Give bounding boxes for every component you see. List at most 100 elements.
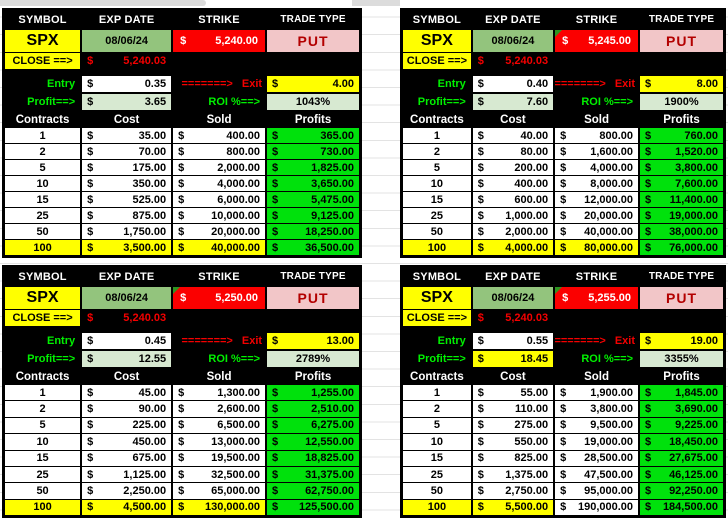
cell-sold[interactable]: $ 32,500.00: [173, 466, 266, 483]
col-header-cost[interactable]: Cost: [500, 370, 526, 383]
cell-sold[interactable]: $ 19,000.00: [555, 434, 639, 450]
cell-contracts[interactable]: 10: [5, 176, 81, 191]
cell-profits[interactable]: $ 76,000.00: [640, 240, 723, 255]
cell-sold[interactable]: $ 13,000.00: [173, 434, 266, 450]
col-header-profits[interactable]: Profits: [663, 113, 700, 126]
col-header-profits[interactable]: Profits: [663, 370, 700, 383]
col-header-sold[interactable]: Sold: [206, 113, 232, 126]
cell-sold[interactable]: $ 19,500.00: [173, 450, 266, 466]
cell-profits[interactable]: $ 2,510.00: [267, 401, 359, 417]
exit-value-cell[interactable]: $ 13.00: [267, 333, 359, 349]
header-exp-date-cell[interactable]: EXP DATE: [98, 270, 155, 283]
cell-profits[interactable]: $ 9,225.00: [640, 417, 723, 434]
header-trade-type-cell[interactable]: TRADE TYPE: [648, 271, 715, 282]
cell-profits[interactable]: $ 36,500.00: [267, 240, 359, 255]
cell-profits[interactable]: $ 46,125.00: [640, 466, 723, 483]
cell-profits[interactable]: $ 18,450.00: [640, 434, 723, 450]
cell-sold[interactable]: $ 95,000.00: [555, 483, 639, 499]
cell-profits[interactable]: $ 760.00: [640, 128, 723, 143]
roi-value-cell[interactable]: 3355%: [640, 351, 723, 367]
col-header-sold[interactable]: Sold: [206, 370, 232, 383]
cell-cost[interactable]: $ 1,125.00: [82, 466, 172, 483]
cell-contracts[interactable]: 15: [403, 450, 471, 466]
col-header-contracts[interactable]: Contracts: [15, 113, 70, 126]
cell-sold[interactable]: $ 1,300.00: [173, 385, 266, 401]
cell-profits[interactable]: $ 27,675.00: [640, 450, 723, 466]
symbol-value-cell[interactable]: SPX: [5, 287, 81, 309]
header-exp-date-cell[interactable]: EXP DATE: [98, 13, 155, 26]
cell-profits[interactable]: $ 730.00: [267, 144, 359, 159]
cell-contracts[interactable]: 15: [403, 192, 471, 207]
cell-sold[interactable]: $ 9,500.00: [555, 417, 639, 434]
cell-cost[interactable]: $ 675.00: [82, 450, 172, 466]
exp-date-value-cell[interactable]: 08/06/24: [472, 287, 554, 309]
entry-value-cell[interactable]: $ 0.40: [472, 76, 554, 92]
cell-profits[interactable]: $ 3,650.00: [267, 176, 359, 191]
cell-sold[interactable]: $ 8,000.00: [555, 176, 639, 191]
cell-contracts[interactable]: 1: [403, 385, 471, 401]
trade-type-value-cell[interactable]: PUT: [267, 30, 359, 52]
cell-profits[interactable]: $ 1,520.00: [640, 144, 723, 159]
cell-contracts[interactable]: 2: [5, 144, 81, 159]
entry-value-cell[interactable]: $ 0.35: [82, 76, 172, 92]
cell-contracts[interactable]: 5: [5, 160, 81, 175]
cell-cost[interactable]: $ 80.00: [472, 144, 554, 159]
cell-cost[interactable]: $ 175.00: [82, 160, 172, 175]
close-value-cell[interactable]: $ 5,240.03: [82, 53, 171, 69]
cell-cost[interactable]: $ 2,750.00: [472, 483, 554, 499]
cell-sold[interactable]: $ 190,000.00: [555, 499, 639, 515]
cell-cost[interactable]: $ 40.00: [472, 128, 554, 143]
cell-contracts[interactable]: 10: [403, 434, 471, 450]
header-trade-type-cell[interactable]: TRADE TYPE: [648, 14, 715, 25]
cell-sold[interactable]: $ 20,000.00: [173, 224, 266, 239]
cell-profits[interactable]: $ 125,500.00: [267, 499, 359, 515]
header-strike-cell[interactable]: STRIKE: [575, 13, 618, 26]
cell-profits[interactable]: $ 62,750.00: [267, 483, 359, 499]
header-symbol-cell[interactable]: SYMBOL: [412, 13, 462, 26]
cell-contracts[interactable]: 2: [403, 144, 471, 159]
cell-sold[interactable]: $ 1,900.00: [555, 385, 639, 401]
symbol-value-cell[interactable]: SPX: [5, 30, 81, 52]
strike-value-cell[interactable]: $ 5,245.00: [555, 30, 639, 52]
cell-contracts[interactable]: 50: [403, 483, 471, 499]
roi-value-cell[interactable]: 2789%: [267, 351, 359, 367]
cell-contracts[interactable]: 50: [5, 224, 81, 239]
cell-sold[interactable]: $ 3,800.00: [555, 401, 639, 417]
cell-sold[interactable]: $ 40,000.00: [555, 224, 639, 239]
exp-date-value-cell[interactable]: 08/06/24: [82, 287, 172, 309]
strike-value-cell[interactable]: $ 5,240.00: [173, 30, 266, 52]
cell-contracts[interactable]: 5: [403, 417, 471, 434]
cell-cost[interactable]: $ 110.00: [472, 401, 554, 417]
cell-cost[interactable]: $ 1,000.00: [472, 208, 554, 223]
cell-profits[interactable]: $ 18,250.00: [267, 224, 359, 239]
cell-contracts[interactable]: 2: [403, 401, 471, 417]
cell-sold[interactable]: $ 1,600.00: [555, 144, 639, 159]
header-symbol-cell[interactable]: SYMBOL: [18, 13, 67, 26]
cell-contracts[interactable]: 15: [5, 450, 81, 466]
cell-profits[interactable]: $ 18,825.00: [267, 450, 359, 466]
cell-cost[interactable]: $ 4,000.00: [472, 240, 554, 255]
cell-contracts[interactable]: 1: [5, 128, 81, 143]
roi-value-cell[interactable]: 1043%: [267, 94, 359, 110]
cell-profits[interactable]: $ 92,250.00: [640, 483, 723, 499]
header-exp-date-cell[interactable]: EXP DATE: [485, 13, 541, 26]
cell-profits[interactable]: $ 11,400.00: [640, 192, 723, 207]
col-header-contracts[interactable]: Contracts: [410, 113, 464, 126]
cell-sold[interactable]: $ 6,000.00: [173, 192, 266, 207]
cell-profits[interactable]: $ 1,845.00: [640, 385, 723, 401]
cell-sold[interactable]: $ 20,000.00: [555, 208, 639, 223]
close-label-cell[interactable]: CLOSE ==>: [5, 53, 81, 69]
cell-contracts[interactable]: 10: [5, 434, 81, 450]
cell-contracts[interactable]: 5: [403, 160, 471, 175]
cell-cost[interactable]: $ 350.00: [82, 176, 172, 191]
strike-value-cell[interactable]: $ 5,250.00: [173, 287, 266, 309]
header-strike-cell[interactable]: STRIKE: [575, 270, 618, 283]
strike-value-cell[interactable]: $ 5,255.00: [555, 287, 639, 309]
cell-sold[interactable]: $ 130,000.00: [173, 499, 266, 515]
cell-profits[interactable]: $ 1,825.00: [267, 160, 359, 175]
cell-cost[interactable]: $ 525.00: [82, 192, 172, 207]
profit-value-cell[interactable]: $ 7.60: [472, 94, 554, 110]
col-header-sold[interactable]: Sold: [584, 113, 610, 126]
col-header-contracts[interactable]: Contracts: [410, 370, 464, 383]
cell-sold[interactable]: $ 12,000.00: [555, 192, 639, 207]
